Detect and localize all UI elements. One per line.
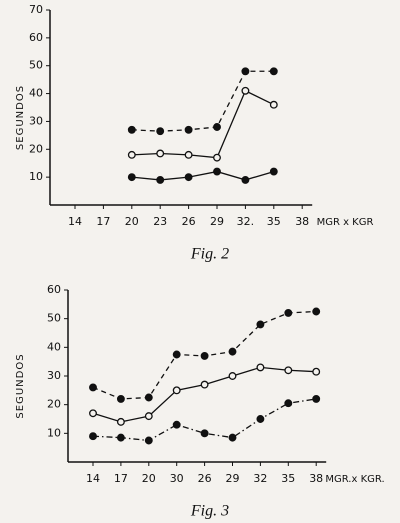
data-point bbox=[156, 149, 165, 158]
y-tick-label: 40 bbox=[29, 87, 43, 100]
data-point bbox=[200, 380, 209, 389]
x-tick-label: 29 bbox=[210, 215, 224, 228]
caption: Fig. 3 bbox=[190, 503, 229, 520]
y-tick-label: 60 bbox=[29, 31, 43, 44]
y-tick-label: 70 bbox=[29, 3, 43, 16]
series-line bbox=[131, 89, 275, 159]
x-tick-label: 17 bbox=[96, 215, 110, 228]
data-point bbox=[284, 366, 293, 375]
y-tick-label: 10 bbox=[47, 426, 61, 439]
data-point bbox=[200, 351, 209, 360]
data-point bbox=[312, 307, 321, 316]
data-point bbox=[172, 386, 181, 395]
data-point bbox=[269, 67, 278, 76]
x-axis-label: MGR.x KGR. bbox=[325, 474, 384, 485]
x-tick-label: 20 bbox=[125, 215, 139, 228]
x-tick-label: 30 bbox=[170, 472, 184, 485]
y-tick-label: 60 bbox=[47, 283, 61, 296]
y-tick-label: 20 bbox=[47, 398, 61, 411]
data-point bbox=[144, 393, 153, 402]
data-point bbox=[184, 173, 193, 182]
data-point bbox=[116, 394, 125, 403]
data-point bbox=[127, 150, 136, 159]
data-point bbox=[184, 125, 193, 134]
data-point bbox=[241, 86, 250, 95]
data-point bbox=[256, 415, 265, 423]
x-axis-label: MGR x KGR bbox=[317, 217, 374, 228]
y-tick-label: 10 bbox=[29, 170, 43, 183]
data-point bbox=[156, 175, 165, 184]
data-point bbox=[200, 429, 209, 438]
y-tick-label: 50 bbox=[29, 59, 43, 72]
x-tick-label: 17 bbox=[114, 472, 128, 485]
x-tick-label: 29 bbox=[226, 472, 240, 485]
series-line bbox=[92, 366, 317, 423]
y-tick-label: 30 bbox=[29, 114, 43, 127]
x-tick-label: 14 bbox=[68, 215, 82, 228]
data-point bbox=[127, 125, 136, 134]
data-point bbox=[213, 153, 221, 162]
x-tick-label: 38 bbox=[295, 215, 309, 228]
series-line bbox=[131, 170, 274, 181]
x-tick-label: 32. bbox=[237, 215, 255, 228]
x-tick-label: 32 bbox=[253, 472, 267, 485]
data-point bbox=[284, 399, 293, 408]
x-tick-label: 26 bbox=[182, 215, 196, 228]
data-point bbox=[213, 167, 221, 176]
data-point bbox=[89, 409, 97, 418]
y-axis-label: SEGUNDOS bbox=[15, 353, 26, 418]
data-point bbox=[172, 420, 181, 429]
x-tick-label: 26 bbox=[198, 472, 212, 485]
data-point bbox=[89, 432, 97, 441]
x-tick-label: 20 bbox=[142, 472, 156, 485]
data-point bbox=[256, 363, 265, 372]
caption: Fig. 2 bbox=[190, 246, 229, 263]
data-point bbox=[228, 347, 237, 356]
data-point bbox=[256, 320, 265, 329]
data-point bbox=[144, 412, 153, 421]
data-point bbox=[241, 175, 250, 184]
x-tick-label: 35 bbox=[267, 215, 281, 228]
data-point bbox=[127, 173, 136, 182]
data-point bbox=[228, 372, 237, 380]
data-point bbox=[144, 436, 153, 445]
data-point bbox=[89, 383, 97, 392]
x-tick-label: 23 bbox=[153, 215, 167, 228]
data-point bbox=[213, 123, 221, 131]
data-point bbox=[156, 127, 165, 136]
data-point bbox=[172, 350, 181, 359]
x-tick-label: 14 bbox=[86, 472, 100, 485]
data-point bbox=[312, 394, 321, 403]
series-line bbox=[131, 70, 274, 132]
y-tick-label: 30 bbox=[47, 369, 61, 382]
x-tick-label: 35 bbox=[281, 472, 295, 485]
data-point bbox=[312, 367, 321, 376]
data-point bbox=[116, 433, 125, 442]
y-axis-label: SEGUNDOS bbox=[15, 85, 26, 150]
data-point bbox=[284, 308, 293, 317]
y-tick-label: 20 bbox=[29, 142, 43, 155]
y-tick-label: 40 bbox=[47, 340, 61, 353]
data-point bbox=[241, 67, 250, 76]
data-point bbox=[228, 433, 237, 442]
data-point bbox=[269, 100, 278, 109]
x-tick-label: 38 bbox=[309, 472, 323, 485]
y-tick-label: 50 bbox=[47, 312, 61, 325]
data-point bbox=[269, 167, 278, 176]
data-point bbox=[116, 417, 125, 426]
data-point bbox=[184, 150, 193, 159]
